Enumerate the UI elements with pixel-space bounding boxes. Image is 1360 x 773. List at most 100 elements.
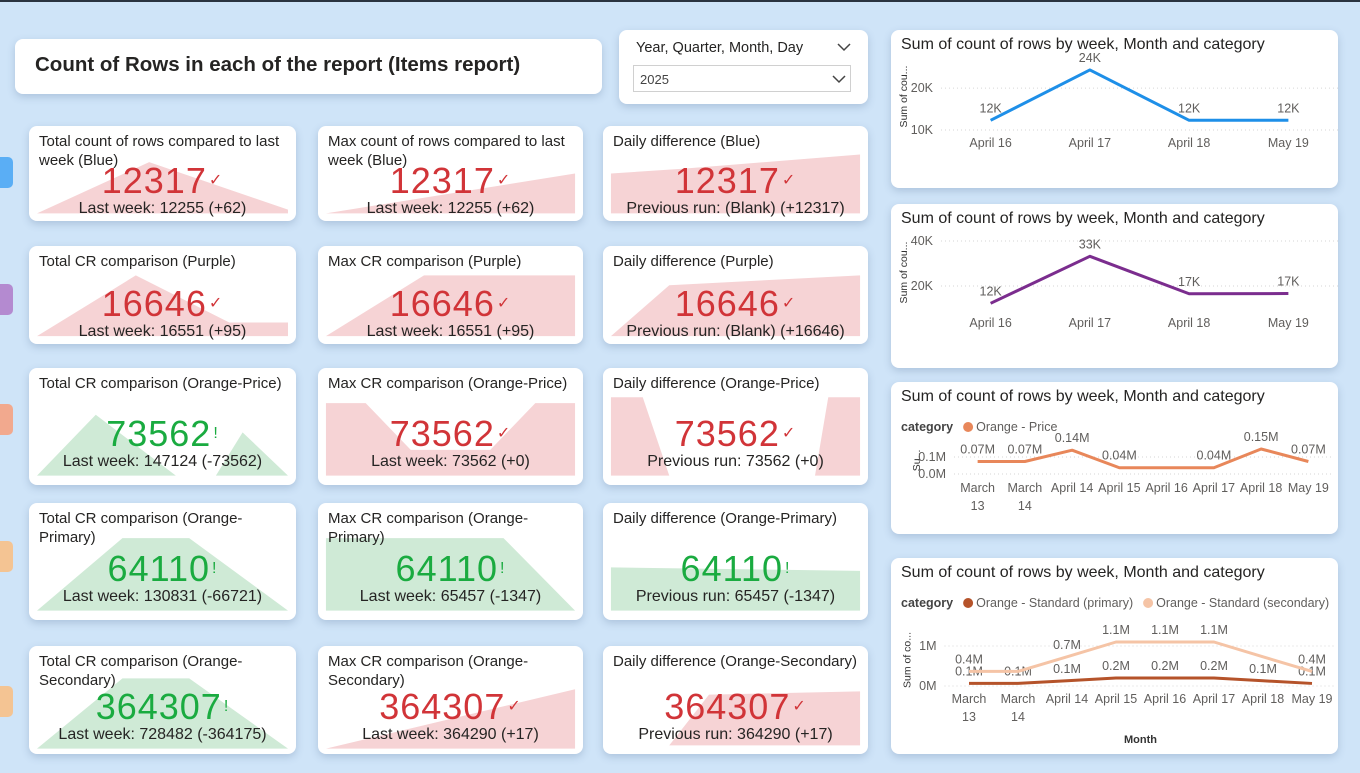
card-subtitle: Last week: 728482 (-364175): [58, 726, 267, 743]
sparkline-area: [325, 538, 576, 611]
series-line: [989, 254, 1289, 305]
sparkline: [37, 162, 288, 214]
data-label: 0.15M: [1244, 430, 1279, 444]
chevron[interactable]: [837, 42, 851, 52]
card-subtitle: Previous run: 364290 (+17): [638, 726, 833, 743]
kpi-card: Daily difference (Orange-Price) 73562 ✓ Pre…: [603, 368, 868, 485]
sparkline-area: [610, 567, 861, 611]
card-indicator: ✓: [496, 425, 512, 442]
sparkline: [325, 275, 576, 337]
y-axis-title: Sum of co...: [902, 632, 914, 688]
chart-title: Sum of count of rows by week, Month and …: [901, 564, 1265, 581]
legend-title: category: [901, 596, 953, 610]
chart-card: Sum of count of rows by week, Month and …: [891, 558, 1338, 754]
card-title: Total CR comparison (Purple): [39, 253, 236, 270]
card-subtitle: Last week: 12255 (+62): [366, 200, 535, 217]
x-tick-label: May 19: [1287, 481, 1329, 495]
sparkline: [37, 414, 288, 476]
data-label: 0.4M: [1298, 652, 1326, 666]
card-subtitle: Previous run: 73562 (+0): [647, 453, 824, 470]
card-value: 64110: [395, 548, 498, 589]
sparkline: [610, 275, 861, 337]
card-subtitle: Last week: 16551 (+95): [78, 323, 247, 340]
legend-label: Orange - Standard (primary): [976, 596, 1133, 610]
kpi-card: Total CR comparison (Orange-Price) 73562!…: [29, 368, 296, 485]
kpi-card: Daily difference (Orange-Primary) 64110! P…: [603, 503, 868, 620]
card-indicator: ✓: [208, 295, 224, 312]
x-tick-label: May 19: [1291, 692, 1333, 706]
card-title: Total CR comparison (Orange-Primary): [39, 510, 243, 546]
x-tick-label: April 18: [1167, 136, 1211, 150]
card-subtitle: Last week: 16551 (+95): [366, 323, 535, 340]
card-subtitle: Previous run: (Blank) (+12317): [626, 200, 845, 217]
card-indicator: ✓: [781, 172, 797, 189]
card-value-row: 64110!: [603, 549, 868, 589]
card-value: 12317: [674, 160, 780, 201]
slicer-title: Year, Quarter, Month, Day: [636, 40, 804, 56]
data-label: 1.1M: [1151, 623, 1179, 637]
slicer-dropdown[interactable]: 2025: [633, 65, 851, 92]
card-title: Total CR comparison (Orange-Secondary): [39, 653, 243, 689]
card-title: Daily difference (Orange-Price): [613, 375, 820, 392]
kpi-card: Total CR comparison (Purple) 16646 ✓ Last w…: [29, 246, 296, 344]
card-subtitle: Last week: 73562 (+0): [371, 453, 530, 470]
kpi-card: Total count of rows compared to last wee…: [29, 126, 296, 221]
y-axis-title: Su...: [911, 450, 923, 472]
x-tick-label: April 17: [1068, 136, 1112, 150]
series-line: [968, 676, 1313, 685]
sparkline-area: [37, 275, 288, 337]
data-label: 0.1M: [1249, 662, 1277, 676]
card-subtitle: Previous run: 65457 (-1347): [635, 588, 836, 605]
color-tab: [0, 686, 13, 717]
card-value: 73562: [106, 413, 212, 454]
series-line: [969, 640, 1313, 673]
card-value-row: 16646 ✓: [603, 284, 868, 324]
card-title: Max count of rows compared to last week …: [328, 133, 565, 169]
card-title: Max CR comparison (Orange-Price): [328, 375, 568, 392]
data-label: 12K: [1277, 101, 1300, 115]
card-title: Daily difference (Blue): [613, 133, 761, 150]
kpi-card: Max CR comparison (Orange-Secondary) 3643…: [318, 646, 583, 754]
y-tick-label: 0.0M: [918, 467, 946, 481]
chevron[interactable]: [832, 74, 846, 84]
x-tick-label: April 16: [969, 136, 1012, 150]
card-value-row: 12317 ✓: [318, 161, 583, 201]
x-tick-label: April 15: [1098, 481, 1141, 495]
data-label: 0.2M: [1102, 659, 1130, 673]
chart-title: Sum of count of rows by week, Month and …: [901, 36, 1265, 53]
card-subtitle: Last week: 364290 (+17): [362, 726, 539, 743]
sparkline: [325, 689, 576, 749]
sparkline-area: [610, 154, 861, 214]
sparkline-area: [325, 403, 576, 476]
sparkline: [610, 567, 861, 611]
data-label: 33K: [1079, 237, 1102, 251]
card-value-row: 364307!: [29, 687, 296, 727]
sparkline: [37, 538, 288, 611]
legend-label: Orange - Price: [976, 420, 1057, 434]
card-subtitle: Last week: 65457 (-1347): [359, 588, 542, 605]
kpi-card: Daily difference (Orange-Secondary) 36430…: [603, 646, 868, 754]
card-value: 364307: [664, 686, 791, 727]
x-tick-label: April 14: [1050, 481, 1094, 495]
chart: Sum of count of rows by week, Month and …: [898, 210, 1338, 305]
slicer[interactable]: Year, Quarter, Month, Day 2025: [619, 30, 868, 104]
slicer-value: 2025: [640, 72, 669, 87]
color-tab: [0, 284, 13, 315]
series-line: [989, 68, 1289, 122]
sparkline-area: [325, 275, 576, 337]
kpi-card: Total CR comparison (Orange-Secondary) 36…: [29, 646, 296, 754]
x-tick-label: April 16: [969, 316, 1012, 330]
kpi-card: Max CR comparison (Orange-Primary) 64110!…: [318, 503, 583, 620]
sparkline-area: [610, 275, 861, 337]
color-tab: [0, 541, 13, 572]
data-label: 0.7M: [1053, 638, 1081, 652]
card-indicator: ✓: [507, 698, 522, 715]
x-tick-label: March 13: [951, 692, 987, 724]
legend-marker: [1143, 598, 1154, 608]
data-label: 0.04M: [1102, 449, 1137, 463]
card-title: Total CR comparison (Orange-Price): [39, 375, 282, 392]
card-indicator: !: [223, 698, 230, 715]
y-tick-label: 0M: [919, 679, 936, 693]
sparkline: [610, 154, 861, 214]
x-tick-label: April 16: [1143, 692, 1187, 706]
